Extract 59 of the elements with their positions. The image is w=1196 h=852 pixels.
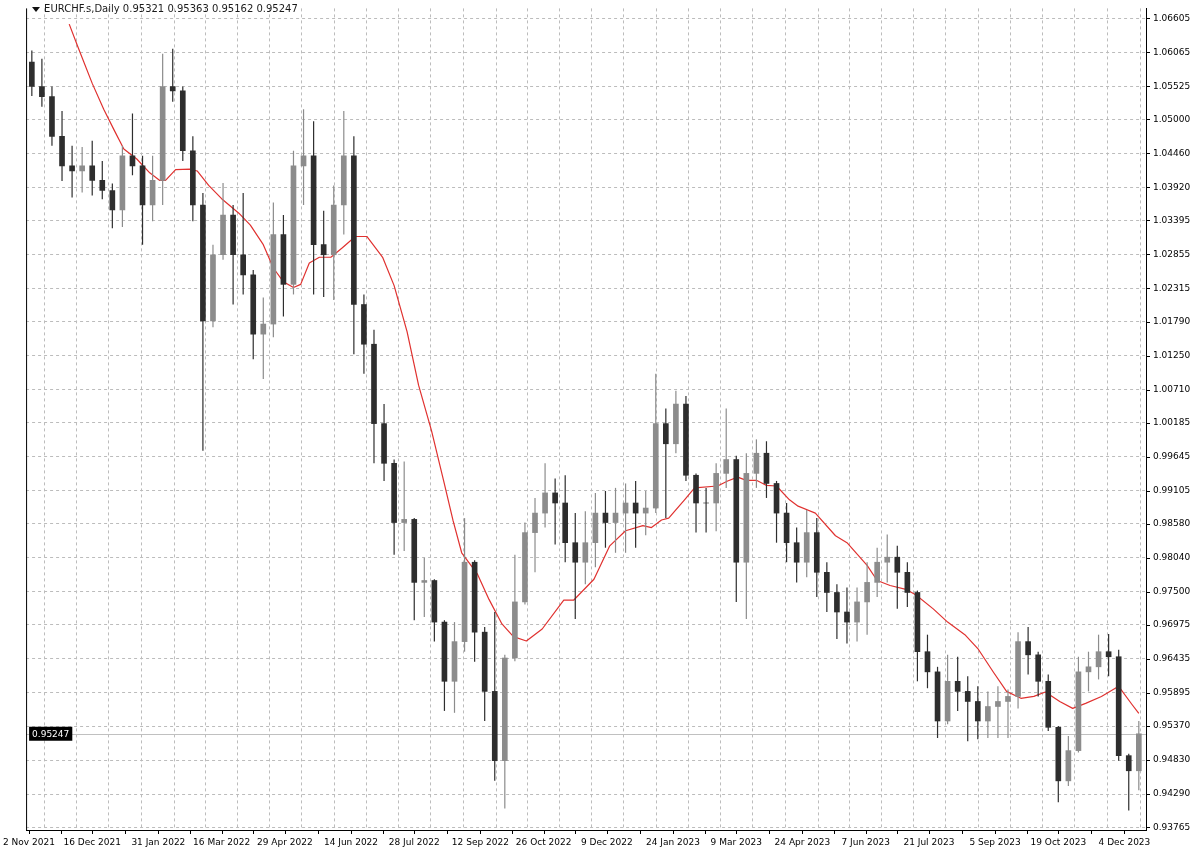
y-tick-label: 1.06065 [1153, 46, 1191, 57]
y-tick-label: 1.06605 [1153, 12, 1191, 23]
y-tick-label: 1.05525 [1153, 80, 1191, 91]
x-tick-label: 9 Dec 2022 [581, 836, 633, 847]
x-tick-label: 26 Oct 2022 [515, 836, 572, 847]
candlestick [99, 160, 106, 200]
x-tick-label: 19 Oct 2023 [1030, 836, 1087, 847]
y-tick-label: 0.94830 [1153, 754, 1191, 765]
y-tick-label: 1.02315 [1153, 282, 1191, 293]
y-tick-label: 0.99645 [1153, 451, 1191, 462]
x-tick-label: 24 Jan 2023 [646, 836, 700, 847]
y-tick-label: 1.05000 [1153, 113, 1191, 124]
x-tick-label: 2 Nov 2021 [3, 836, 55, 847]
candlestick [572, 512, 579, 620]
candlestick [401, 460, 408, 552]
candlestick [723, 407, 730, 489]
y-tick-label: 0.93765 [1153, 821, 1191, 832]
x-tick-label: 29 Apr 2022 [257, 836, 313, 847]
x-tick-label: 21 Jul 2023 [903, 836, 955, 847]
x-tick-label: 7 Jun 2023 [841, 836, 890, 847]
candlestick [884, 533, 891, 583]
y-tick-label: 1.04460 [1153, 147, 1191, 158]
y-tick-label: 0.96435 [1153, 653, 1191, 664]
candlestick [813, 517, 820, 598]
y-tick-label: 0.94290 [1153, 788, 1191, 799]
y-tick-label: 0.98040 [1153, 552, 1191, 563]
y-tick-label: 1.00710 [1153, 383, 1191, 394]
y-tick-label: 1.03920 [1153, 181, 1191, 192]
y-tick-label: 1.01250 [1153, 349, 1191, 360]
chart-title: EURCHF.s,Daily 0.95321 0.95363 0.95162 0.95247 [44, 3, 298, 15]
y-tick-label: 0.95370 [1153, 720, 1191, 731]
x-tick-label: 14 Jun 2022 [323, 836, 379, 847]
ref-line-label: 0.95247 [32, 728, 70, 739]
candlestick [894, 545, 901, 610]
candlestick [954, 656, 961, 712]
candlestick [421, 557, 428, 618]
y-tick-label: 1.01790 [1153, 315, 1191, 326]
y-tick-label: 0.95895 [1153, 687, 1191, 698]
x-tick-label: 16 Mar 2022 [193, 836, 251, 847]
y-tick-label: 1.00185 [1153, 417, 1191, 428]
candlestick [1125, 753, 1132, 812]
x-tick-label: 24 Apr 2023 [774, 836, 831, 847]
y-tick-label: 1.03395 [1153, 214, 1191, 225]
x-tick-label: 9 Mar 2023 [710, 836, 762, 847]
y-tick-label: 0.99105 [1153, 485, 1191, 496]
y-tick-label: 0.97500 [1153, 586, 1191, 597]
candlestick [964, 675, 971, 742]
x-tick-label: 16 Dec 2021 [63, 836, 121, 847]
x-tick-label: 31 Jan 2022 [131, 836, 186, 847]
x-tick-label: 28 Jul 2022 [388, 836, 440, 847]
x-tick-label: 4 Dec 2023 [1098, 836, 1151, 847]
y-tick-label: 1.02855 [1153, 248, 1191, 259]
candlestick [582, 510, 589, 585]
y-tick-label: 0.96975 [1153, 619, 1191, 630]
candlestick [803, 509, 810, 578]
y-tick-label: 0.98580 [1153, 518, 1191, 529]
x-tick-label: 12 Sep 2022 [451, 836, 509, 847]
x-tick-label: 5 Sep 2023 [969, 836, 1021, 847]
candlestick [320, 210, 327, 298]
